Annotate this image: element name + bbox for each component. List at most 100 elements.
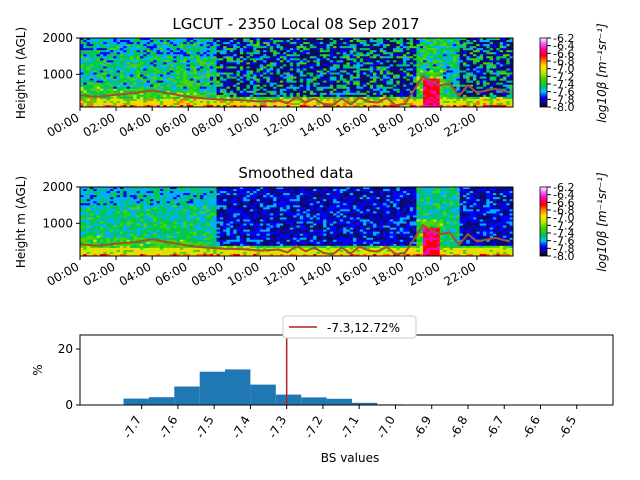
top-heatmap-cell — [293, 70, 297, 73]
top-heatmap-cell — [319, 46, 324, 49]
top-heatmap-cell — [249, 62, 254, 65]
top-heatmap-cell — [243, 58, 247, 61]
top-heatmap-cell — [143, 86, 147, 90]
smoothed-heatmap-cell — [86, 195, 91, 198]
top-heatmap-cell — [149, 92, 154, 96]
top-heatmap-cell — [269, 40, 274, 43]
top-heatmap-cell — [309, 48, 314, 51]
top-heatmap-cell — [333, 72, 337, 75]
top-heatmap-cell — [303, 62, 307, 65]
top-heatmap-cell — [176, 50, 181, 53]
top-heatmap-cell — [506, 82, 510, 85]
top-heatmap-cell — [123, 66, 127, 69]
smoothed-heatmap-cell — [126, 201, 131, 204]
top-heatmap-cell — [389, 62, 394, 65]
top-heatmap-cell — [306, 96, 311, 100]
smoothed-heatmap-cell — [86, 189, 91, 192]
top-heatmap-cell — [316, 80, 321, 83]
top-heatmap-cell — [276, 84, 281, 88]
top-heatmap-cell — [276, 100, 281, 104]
top-heatmap-cell — [389, 40, 394, 43]
top-heatmap-cell — [143, 80, 147, 83]
top-heatmap-cell — [319, 104, 324, 107]
top-heatmap-cell — [256, 88, 261, 92]
top-heatmap-cell — [476, 60, 480, 63]
smoothed-heatmap-cell — [99, 247, 104, 251]
top-heatmap-cell — [459, 38, 464, 41]
top-heatmap-cell — [229, 40, 234, 43]
top-heatmap-cell — [186, 60, 191, 63]
top-heatmap-cell — [319, 98, 324, 102]
top-heatmap-cell — [116, 74, 121, 77]
top-heatmap-cell — [356, 66, 361, 69]
top-heatmap-cell — [196, 104, 201, 107]
top-heatmap-cell — [429, 60, 434, 63]
top-heatmap-cell — [213, 52, 217, 55]
smoothed-heatmap-cell — [93, 199, 97, 202]
smoothed-heatmap-cell — [113, 233, 117, 237]
top-heatmap-cell — [323, 46, 327, 49]
top-heatmap-cell — [326, 92, 331, 96]
top-heatmap-cell — [249, 84, 254, 88]
top-heatmap-cell — [106, 102, 111, 106]
top-heatmap-cell — [346, 94, 351, 98]
top-heatmap-cell — [279, 40, 284, 43]
top-heatmap-cell — [246, 58, 251, 61]
top-heatmap-cell — [239, 46, 244, 49]
top-heatmap-cell — [269, 70, 274, 73]
top-heatmap-cell — [203, 48, 207, 51]
top-heatmap-cell — [369, 50, 374, 53]
top-heatmap-cell — [316, 46, 321, 49]
top-heatmap-cell — [89, 74, 94, 77]
top-heatmap-cell — [509, 84, 513, 88]
top-heatmap-cell — [379, 68, 384, 71]
top-heatmap-cell — [353, 48, 357, 51]
top-heatmap-cell — [93, 42, 97, 45]
top-heatmap-cell — [186, 88, 191, 92]
top-heatmap-cell — [433, 92, 437, 96]
top-heatmap-cell — [173, 96, 177, 100]
top-heatmap-cell — [216, 92, 221, 96]
top-heatmap-cell — [509, 54, 513, 57]
top-heatmap-cell — [486, 48, 490, 51]
top-heatmap-cell — [189, 38, 194, 41]
smoothed-heatmap-cell — [119, 247, 124, 251]
top-heatmap-cell — [249, 82, 254, 85]
top-heatmap-cell — [226, 48, 231, 51]
top-heatmap-cell — [509, 46, 513, 49]
top-heatmap-cell — [409, 46, 414, 49]
top-heatmap-cell — [293, 80, 297, 83]
top-heatmap-cell — [189, 40, 194, 43]
top-heatmap-cell — [136, 82, 141, 85]
top-heatmap-cell — [339, 88, 344, 92]
top-heatmap-panel: LGCUT - 2350 Local 08 Sep 2017 00:00 02:0… — [14, 15, 609, 140]
top-heatmap-cell — [343, 82, 347, 85]
top-heatmap-cell — [179, 42, 184, 45]
top-heatmap-cell — [173, 52, 177, 55]
top-heatmap-cell — [183, 70, 187, 73]
smoothed-heatmap-cell — [126, 239, 131, 243]
smoothed-heatmap-cell — [83, 201, 87, 204]
top-heatmap-cell — [383, 82, 387, 85]
top-heatmap-cell — [223, 58, 227, 61]
top-heatmap-cell — [373, 88, 377, 92]
top-heatmap-cell — [153, 98, 157, 102]
top-heatmap-cell — [336, 92, 341, 96]
smoothed-heatmap-cell — [106, 221, 111, 224]
top-heatmap-cell — [80, 100, 84, 104]
smoothed-heatmap-cell — [89, 219, 94, 222]
top-heatmap-cell — [279, 42, 284, 45]
smoothed-heatmap-cell — [86, 227, 91, 230]
top-heatmap-cell — [486, 56, 490, 59]
top-heatmap-cell — [309, 88, 314, 92]
top-heatmap-cell — [206, 104, 211, 107]
top-heatmap-cell — [406, 44, 411, 47]
smoothed-heatmap-cell — [106, 231, 111, 234]
top-heatmap-cell — [499, 98, 504, 102]
top-heatmap-cell — [179, 58, 184, 61]
top-heatmap-cell — [446, 44, 451, 47]
top-heatmap-cell — [356, 86, 361, 90]
top-heatmap-cell — [306, 40, 311, 43]
top-heatmap-cell — [383, 98, 387, 102]
top-heatmap-cell — [379, 90, 384, 94]
